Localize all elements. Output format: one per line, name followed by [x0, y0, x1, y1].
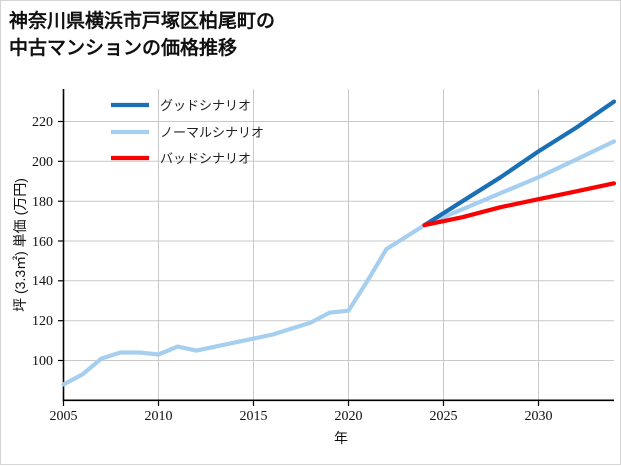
x-tick-label: 2015 — [240, 409, 268, 424]
y-tick-label: 180 — [32, 195, 53, 210]
x-tick-label: 2005 — [50, 409, 78, 424]
chart-legend: グッドシナリオ ノーマルシナリオ バッドシナリオ — [111, 98, 264, 166]
y-axis-label: 坪 (3.3㎡) 単価 (万円) — [12, 178, 28, 312]
legend-label-normal: ノーマルシナリオ — [160, 125, 264, 140]
series-line-bad — [422, 181, 617, 228]
axis-lines — [62, 89, 614, 402]
y-tick-label: 120 — [32, 314, 53, 329]
x-axis-label: 年 — [334, 430, 348, 446]
x-tick-marks — [62, 400, 540, 406]
x-tick-label: 2030 — [525, 409, 553, 424]
x-tick-label: 2020 — [335, 409, 363, 424]
y-tick-label: 220 — [32, 115, 53, 130]
legend-label-good: グッドシナリオ — [160, 98, 251, 113]
page-title: 神奈川県横浜市戸塚区柏尾町の 中古マンションの価格推移 — [9, 11, 276, 59]
y-tick-label: 160 — [32, 235, 53, 250]
legend-label-bad: バッドシナリオ — [160, 151, 251, 166]
x-tick-label: 2010 — [145, 409, 173, 424]
series-line-good — [422, 99, 617, 228]
y-tick-label: 100 — [32, 354, 53, 369]
y-tick-label: 200 — [32, 155, 53, 170]
series-line-normal — [61, 139, 617, 387]
x-tick-label: 2025 — [430, 409, 458, 424]
y-tick-label: 140 — [32, 274, 53, 289]
y-tick-marks — [58, 120, 64, 362]
